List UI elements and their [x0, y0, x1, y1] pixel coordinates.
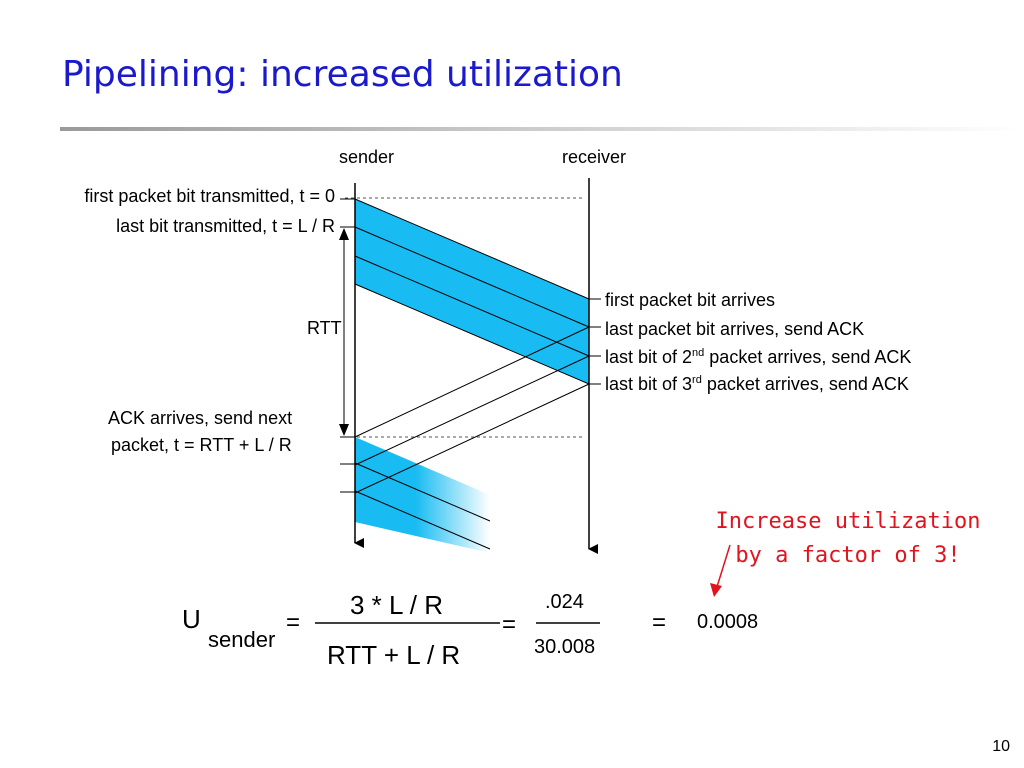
red-pointer-arrow	[715, 544, 731, 591]
ack-line-3	[354, 383, 590, 494]
formula-denominator-2: 30.008	[534, 636, 596, 658]
rtt-label: RTT	[307, 318, 342, 338]
second-packet-arrives-label: last bit of 2nd packet arrives, send ACK	[605, 347, 912, 367]
ack-line-2	[354, 355, 590, 466]
ack-arrives-label-line1: ACK arrives, send next	[108, 408, 293, 428]
ack-line-1	[354, 326, 590, 438]
utilization-note-line1: Increase utilization	[715, 509, 981, 534]
formula-denominator: RTT + L / R	[327, 640, 461, 670]
formula-numerator: 3 * L / R	[350, 590, 443, 620]
formula-equals-2: =	[502, 611, 517, 638]
last-bit-arrives-label: last packet bit arrives, send ACK	[605, 319, 865, 339]
red-pointer-arrow-head	[710, 583, 722, 597]
formula-u: U	[182, 604, 201, 634]
third-packet-arrives-label: last bit of 3rd packet arrives, send ACK	[605, 374, 909, 394]
packet-2-bottom-edge	[354, 255, 590, 357]
first-bit-transmitted-label: first packet bit transmitted, t = 0	[84, 186, 335, 206]
slide-title: Pipelining: increased utilization	[62, 54, 623, 95]
page-number: 10	[992, 738, 1010, 755]
formula-numerator-2: .024	[545, 591, 584, 613]
packet-3-bottom-edge	[354, 283, 590, 385]
packet-1-bottom-edge	[354, 226, 590, 328]
formula-sender-subscript: sender	[208, 627, 276, 652]
formula-equals-3: =	[652, 609, 667, 636]
last-bit-transmitted-label: last bit transmitted, t = L / R	[116, 216, 335, 236]
rtt-arrow-head-top	[339, 228, 349, 240]
utilization-note: Increase utilization by a factor of 3!	[713, 505, 983, 573]
receiver-label: receiver	[562, 147, 627, 167]
formula-result: 0.0008	[697, 611, 759, 633]
title-underline	[60, 127, 1024, 131]
packet-band	[355, 199, 589, 384]
rtt-arrow-head-bottom	[339, 424, 349, 436]
first-bit-arrives-label: first packet bit arrives	[605, 290, 776, 310]
sender-label: sender	[339, 147, 395, 167]
next-packet-line-2	[354, 490, 491, 550]
next-packet-line-1	[354, 462, 491, 522]
ack-arrives-label-line2: packet, t = RTT + L / R	[111, 435, 292, 455]
formula-equals-1: =	[286, 609, 301, 636]
packet-1-top-edge	[354, 198, 590, 300]
utilization-note-line2: by a factor of 3!	[735, 543, 961, 568]
next-packet-band	[355, 437, 490, 553]
